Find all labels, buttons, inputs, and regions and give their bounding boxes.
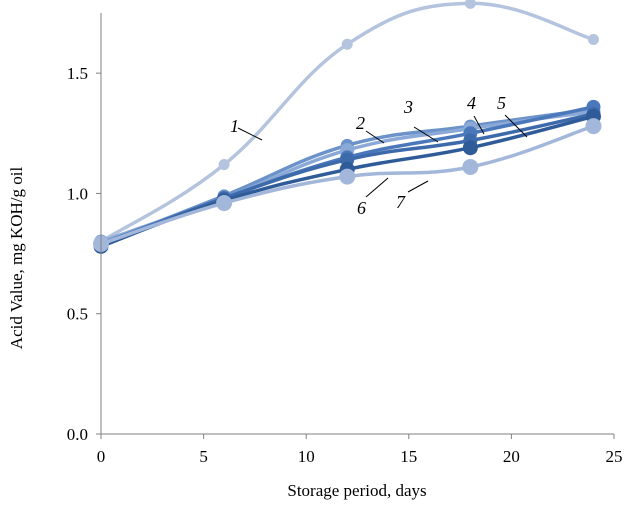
- x-axis-title: Storage period, days: [287, 481, 426, 500]
- series-label-4: 4: [467, 93, 476, 113]
- series-1-point: [341, 38, 353, 50]
- series-label-leader: [504, 114, 528, 138]
- series-label-leader: [473, 115, 485, 135]
- x-tick-label: 20: [503, 447, 520, 466]
- series-label-2: 2: [356, 113, 365, 133]
- series-label-7: 7: [396, 192, 406, 212]
- y-tick-label: 0.0: [67, 425, 88, 444]
- series-label-5: 5: [497, 93, 506, 113]
- series-label-3: 3: [403, 97, 413, 117]
- series-1-point: [218, 159, 230, 171]
- series-label-leader: [365, 130, 385, 144]
- x-tick-label: 0: [97, 447, 106, 466]
- series-label-6: 6: [357, 198, 366, 218]
- series-layer: [93, 0, 602, 254]
- series-label-leader: [413, 126, 439, 143]
- y-axis-title: Acid Value, mg KOH/g oil: [7, 167, 26, 350]
- y-tick-label: 1.0: [67, 184, 88, 203]
- series-7-point: [216, 195, 233, 212]
- series-1-point: [587, 33, 599, 45]
- series-7-point: [339, 168, 356, 185]
- series-6-point: [462, 140, 478, 156]
- y-tick-label: 1.5: [67, 64, 88, 83]
- series-1-point: [464, 0, 476, 9]
- series-label-layer: 1 2 3 4 5 6 7: [230, 93, 528, 218]
- series-7-point: [585, 118, 602, 135]
- y-tick-label: 0.5: [67, 305, 88, 324]
- series-7-point: [462, 158, 479, 175]
- x-tick-label: 25: [606, 447, 623, 466]
- series-label-leader: [237, 127, 263, 141]
- series-line-1: [99, 1, 596, 244]
- x-tick-label: 5: [199, 447, 208, 466]
- series-label-1: 1: [230, 116, 239, 136]
- series-label-leader: [365, 177, 389, 198]
- series-label-leader: [407, 180, 429, 193]
- x-tick-label: 15: [400, 447, 417, 466]
- tick-layer: 0 5 10 15 20 250.00.51.01.5: [67, 64, 623, 466]
- x-tick-label: 10: [298, 447, 315, 466]
